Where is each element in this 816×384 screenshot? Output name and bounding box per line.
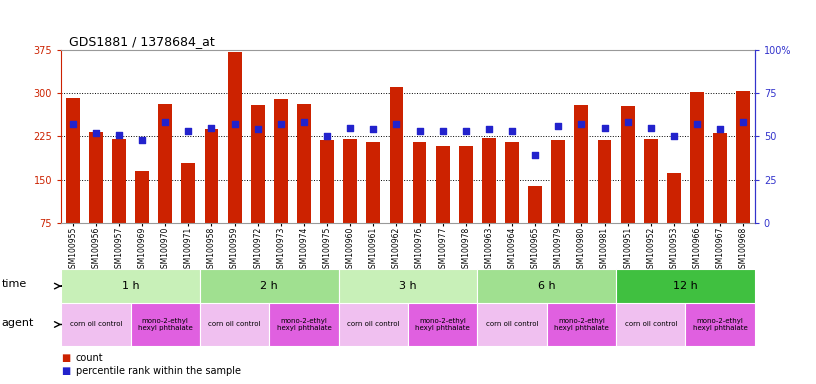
- Bar: [205, 129, 219, 223]
- Bar: [366, 142, 380, 223]
- Point: [552, 123, 565, 129]
- Bar: [621, 106, 635, 223]
- Text: 3 h: 3 h: [399, 281, 417, 291]
- Bar: [181, 164, 195, 223]
- Point: [344, 125, 357, 131]
- Text: 1 h: 1 h: [122, 281, 140, 291]
- Bar: [713, 134, 727, 223]
- Bar: [736, 91, 750, 223]
- Text: mono-2-ethyl
hexyl phthalate: mono-2-ethyl hexyl phthalate: [693, 318, 747, 331]
- Point: [66, 121, 79, 127]
- Point: [713, 126, 726, 132]
- Bar: [251, 105, 264, 223]
- Bar: [616, 303, 685, 346]
- Point: [413, 128, 426, 134]
- Point: [436, 128, 449, 134]
- Bar: [89, 132, 103, 223]
- Point: [529, 152, 542, 159]
- Bar: [505, 142, 519, 223]
- Point: [321, 133, 334, 139]
- Point: [274, 121, 287, 127]
- Point: [644, 125, 657, 131]
- Point: [690, 121, 703, 127]
- Bar: [389, 87, 403, 223]
- Bar: [413, 142, 427, 223]
- Bar: [667, 173, 681, 223]
- Text: 2 h: 2 h: [260, 281, 278, 291]
- Text: 6 h: 6 h: [538, 281, 556, 291]
- Bar: [228, 52, 242, 223]
- Bar: [616, 269, 755, 303]
- Point: [737, 119, 750, 126]
- Bar: [274, 99, 288, 223]
- Text: corn oil control: corn oil control: [486, 321, 539, 328]
- Point: [297, 119, 310, 126]
- Bar: [61, 303, 131, 346]
- Text: GDS1881 / 1378684_at: GDS1881 / 1378684_at: [69, 35, 215, 48]
- Point: [251, 126, 264, 132]
- Text: corn oil control: corn oil control: [347, 321, 400, 328]
- Bar: [200, 303, 269, 346]
- Point: [667, 133, 681, 139]
- Bar: [644, 139, 658, 223]
- Bar: [200, 269, 339, 303]
- Text: count: count: [76, 353, 104, 363]
- Point: [182, 128, 195, 134]
- Bar: [269, 303, 339, 346]
- Text: mono-2-ethyl
hexyl phthalate: mono-2-ethyl hexyl phthalate: [415, 318, 470, 331]
- Bar: [477, 303, 547, 346]
- Bar: [339, 269, 477, 303]
- Bar: [482, 138, 496, 223]
- Point: [89, 130, 103, 136]
- Bar: [477, 269, 616, 303]
- Point: [598, 125, 611, 131]
- Point: [158, 119, 171, 126]
- Bar: [597, 141, 611, 223]
- Point: [228, 121, 242, 127]
- Text: percentile rank within the sample: percentile rank within the sample: [76, 366, 241, 376]
- Bar: [690, 92, 704, 223]
- Point: [482, 126, 495, 132]
- Text: corn oil control: corn oil control: [208, 321, 261, 328]
- Point: [390, 121, 403, 127]
- Point: [459, 128, 472, 134]
- Bar: [552, 141, 565, 223]
- Bar: [344, 139, 357, 223]
- Text: corn oil control: corn oil control: [624, 321, 677, 328]
- Bar: [547, 303, 616, 346]
- Bar: [66, 98, 80, 223]
- Point: [366, 126, 379, 132]
- Point: [505, 128, 519, 134]
- Text: 12 h: 12 h: [673, 281, 698, 291]
- Bar: [61, 269, 200, 303]
- Bar: [135, 171, 149, 223]
- Text: ■: ■: [61, 353, 70, 363]
- Bar: [574, 105, 588, 223]
- Bar: [408, 303, 477, 346]
- Text: time: time: [2, 279, 27, 289]
- Text: mono-2-ethyl
hexyl phthalate: mono-2-ethyl hexyl phthalate: [138, 318, 193, 331]
- Point: [574, 121, 588, 127]
- Point: [621, 119, 634, 126]
- Bar: [320, 141, 334, 223]
- Text: mono-2-ethyl
hexyl phthalate: mono-2-ethyl hexyl phthalate: [554, 318, 609, 331]
- Point: [135, 137, 149, 143]
- Bar: [158, 104, 172, 223]
- Point: [113, 131, 126, 138]
- Bar: [528, 186, 542, 223]
- Text: ■: ■: [61, 366, 70, 376]
- Point: [205, 125, 218, 131]
- Bar: [297, 104, 311, 223]
- Bar: [459, 146, 472, 223]
- Text: agent: agent: [2, 318, 34, 328]
- Text: mono-2-ethyl
hexyl phthalate: mono-2-ethyl hexyl phthalate: [277, 318, 331, 331]
- Bar: [131, 303, 200, 346]
- Bar: [112, 139, 126, 223]
- Bar: [339, 303, 408, 346]
- Text: corn oil control: corn oil control: [69, 321, 122, 328]
- Bar: [436, 146, 450, 223]
- Bar: [685, 303, 755, 346]
